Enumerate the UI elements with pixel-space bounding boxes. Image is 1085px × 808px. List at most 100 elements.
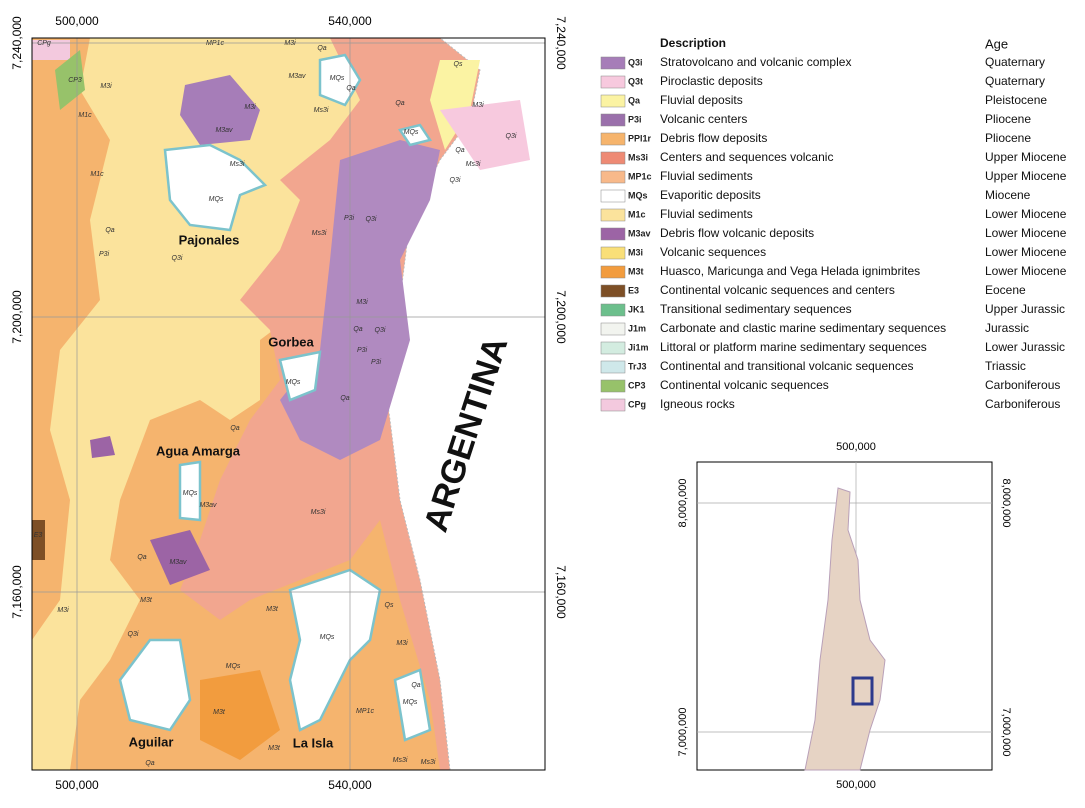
unit-label: CP3 — [68, 77, 82, 84]
legend-description: Continental and transitional volcanic se… — [660, 359, 914, 373]
legend-description: Volcanic sequences — [660, 245, 766, 259]
unit-label: M3av — [199, 502, 217, 509]
legend-age: Upper Jurassic — [985, 302, 1065, 316]
unit-label: M3i — [284, 40, 296, 47]
legend-description: Centers and sequences volcanic — [660, 150, 833, 164]
unit-label: MP1c — [206, 40, 224, 47]
cp3-area — [55, 50, 85, 110]
m3t-area — [200, 670, 280, 760]
legend-code: Q3t — [628, 76, 643, 86]
unit-label: M3t — [140, 597, 153, 604]
tick-label: 540,000 — [328, 778, 372, 792]
legend-age: Lower Miocene — [985, 245, 1067, 259]
q3t-area — [440, 100, 530, 170]
legend-description: Fluvial sediments — [660, 207, 753, 221]
legend-code: M3av — [628, 228, 651, 238]
unit-label: MP1c — [356, 708, 374, 715]
legend-description: Carbonate and clastic marine sedimentary… — [660, 321, 946, 335]
unit-label: P3i — [344, 215, 355, 222]
tick-label: 8,000,000 — [677, 479, 689, 528]
unit-label: Qa — [455, 147, 464, 154]
unit-label: MQs — [404, 129, 419, 136]
legend-swatch — [600, 322, 626, 336]
unit-label: Qs — [385, 602, 394, 609]
legend-description: Fluvial sediments — [660, 169, 753, 183]
legend-description: Transitional sedimentary sequences — [660, 302, 852, 316]
unit-label: M3i — [244, 104, 256, 111]
legend-code: CPg — [628, 399, 646, 409]
legend-code: MP1c — [628, 171, 652, 181]
legend-code: Ms3i — [628, 152, 648, 162]
m3av-area — [180, 75, 260, 145]
unit-label: M3i — [396, 640, 408, 647]
legend-code: M3i — [628, 247, 643, 257]
unit-label: Ms3i — [314, 107, 329, 114]
unit-label: M1c — [90, 171, 104, 178]
place-name: Agua Amarga — [156, 443, 241, 458]
unit-label: Qa — [353, 326, 362, 333]
unit-label: Qa — [137, 554, 146, 561]
inset-extent — [851, 676, 874, 706]
legend-swatch — [600, 75, 626, 89]
unit-label: M3t — [268, 745, 281, 752]
legend-header: Age — [985, 36, 1008, 51]
tick-label: 500,000 — [55, 14, 99, 28]
legend-swatch — [600, 398, 626, 412]
unit-label: Q3i — [128, 631, 139, 638]
unit-label: M3av — [215, 127, 233, 134]
legend-age: Upper Miocene — [985, 169, 1067, 183]
legend-swatch — [600, 56, 626, 70]
legend-age: Quaternary — [985, 74, 1045, 88]
tick-label: 8,000,000 — [1000, 479, 1012, 528]
m3av-area — [150, 530, 210, 585]
legend-swatch — [600, 284, 626, 298]
legend-description: Igneous rocks — [660, 397, 735, 411]
unit-label: P3i — [357, 347, 368, 354]
unit-label: Ms3i — [230, 161, 245, 168]
place-name: Aguilar — [129, 734, 174, 749]
salt-flats — [118, 53, 433, 742]
unit-label: M3i — [57, 607, 69, 614]
unit-label: M1c — [78, 112, 92, 119]
unit-label: M3av — [169, 559, 187, 566]
unit-label: MQs — [330, 75, 345, 82]
legend-description: Stratovolcano and volcanic complex — [660, 55, 851, 69]
map-grid — [32, 38, 545, 770]
unit-label: M3i — [472, 102, 484, 109]
unit-label: CPg — [37, 40, 51, 47]
legend-swatch — [600, 170, 626, 184]
q3i-area — [280, 140, 440, 460]
unit-label: MQs — [183, 490, 198, 497]
unit-label: Q3i — [366, 216, 377, 223]
legend-code: J1m — [628, 323, 646, 333]
unit-label: Qa — [145, 760, 154, 767]
unit-label: Qa — [411, 682, 420, 689]
legend-code: MQs — [628, 190, 648, 200]
tick-label: 540,000 — [328, 14, 372, 28]
unit-label: M3i — [100, 83, 112, 90]
tick-label: 7,160,000 — [554, 565, 568, 619]
legend-age: Lower Miocene — [985, 226, 1067, 240]
tick-label: 7,200,000 — [10, 290, 24, 344]
legend-swatch — [600, 341, 626, 355]
legend-description: Debris flow deposits — [660, 131, 767, 145]
place-name: Pajonales — [179, 232, 240, 247]
legend-code: Q3i — [628, 57, 643, 67]
legend-code: PPl1r — [628, 133, 652, 143]
legend-header: Description — [660, 36, 726, 50]
e3-area — [32, 520, 45, 560]
tick-label: 500,000 — [836, 779, 876, 791]
unit-label: MQs — [209, 196, 224, 203]
legend-code: Qa — [628, 95, 641, 105]
legend-description: Debris flow volcanic deposits — [660, 226, 814, 240]
unit-label: Qa — [395, 100, 404, 107]
place-name: Gorbea — [268, 334, 314, 349]
legend-age: Lower Jurassic — [985, 340, 1065, 354]
unit-label: Ms3i — [393, 757, 408, 764]
legend-description: Continental volcanic sequences — [660, 378, 829, 392]
tick-label: 7,000,000 — [677, 708, 689, 757]
tick-label: 7,000,000 — [1000, 708, 1012, 757]
legend-swatch — [600, 246, 626, 260]
legend-age: Lower Miocene — [985, 207, 1067, 221]
